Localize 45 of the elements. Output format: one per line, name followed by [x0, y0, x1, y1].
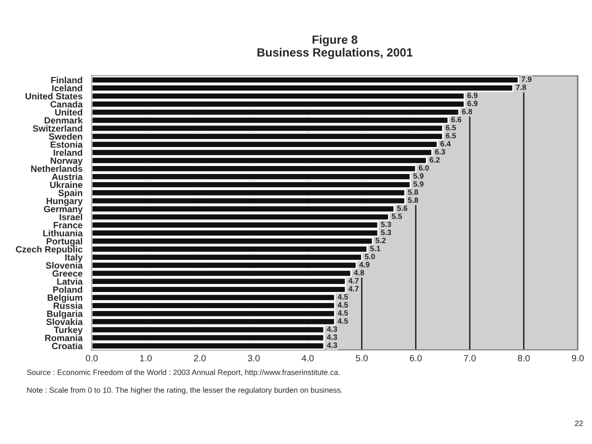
- x-tick-label: 1.0: [140, 354, 152, 362]
- x-tick-label: 0.0: [86, 354, 98, 362]
- y-tick-label: Netherlands: [31, 165, 82, 172]
- y-tick-label: United States: [26, 92, 82, 100]
- y-tick-label: Bulgaria: [47, 310, 83, 319]
- y-tick-label: Poland: [53, 286, 82, 293]
- x-tick-label: 9.0: [572, 354, 584, 362]
- y-tick-label: Iceland: [52, 84, 82, 92]
- y-tick-label: Greece: [52, 270, 82, 277]
- y-tick-label: Romania: [45, 334, 83, 342]
- y-tick-label: United: [55, 108, 82, 116]
- y-tick-label: Austria: [52, 173, 83, 180]
- y-tick-label: Ireland: [54, 149, 82, 156]
- y-tick-label: Slovenia: [46, 262, 83, 269]
- y-tick-label: Ukraine: [50, 181, 82, 188]
- y-tick-label: Hungary: [46, 198, 83, 206]
- x-tick-label: 6.0: [410, 354, 422, 362]
- y-tick-label: France: [54, 222, 82, 228]
- x-tick-label: 7.0: [464, 354, 476, 362]
- y-tick-label: Estonia: [50, 141, 83, 148]
- y-tick-label: Germany: [44, 206, 83, 214]
- y-tick-label: Portugal: [46, 238, 82, 246]
- y-tick-label: Israel: [60, 214, 82, 220]
- y-tick-label: Norway: [50, 158, 83, 166]
- y-tick-label: Italy: [65, 254, 83, 262]
- y-tick-label: Switzerland: [32, 125, 82, 132]
- x-tick-label: 3.0: [248, 354, 260, 362]
- y-tick-label: Sweden: [48, 133, 82, 140]
- x-tick-label: 8.0: [518, 354, 530, 362]
- y-tick-label: Lithuania: [43, 230, 83, 236]
- y-tick-label: Russia: [54, 302, 83, 309]
- y-tick-label: Denmark: [44, 116, 83, 124]
- x-tick-label: 5.0: [356, 354, 368, 362]
- chart-title: Figure 8 Business Regulations, 2001: [257, 35, 413, 59]
- y-tick-label: Belgium: [48, 294, 82, 303]
- y-tick-label: Turkey: [54, 326, 83, 335]
- y-tick-label: Canada: [50, 100, 83, 108]
- y-tick-label: Spain: [58, 189, 82, 198]
- x-tick-label: 2.0: [194, 354, 206, 362]
- y-tick-label: Latvia: [57, 278, 83, 285]
- y-tick-label: Slovakia: [46, 318, 83, 326]
- x-tick-label: 4.0: [302, 354, 314, 362]
- y-tick-label: Finland: [51, 76, 82, 84]
- y-tick-label: Croatia: [52, 342, 83, 350]
- y-tick-label: Czech Republic: [16, 246, 82, 254]
